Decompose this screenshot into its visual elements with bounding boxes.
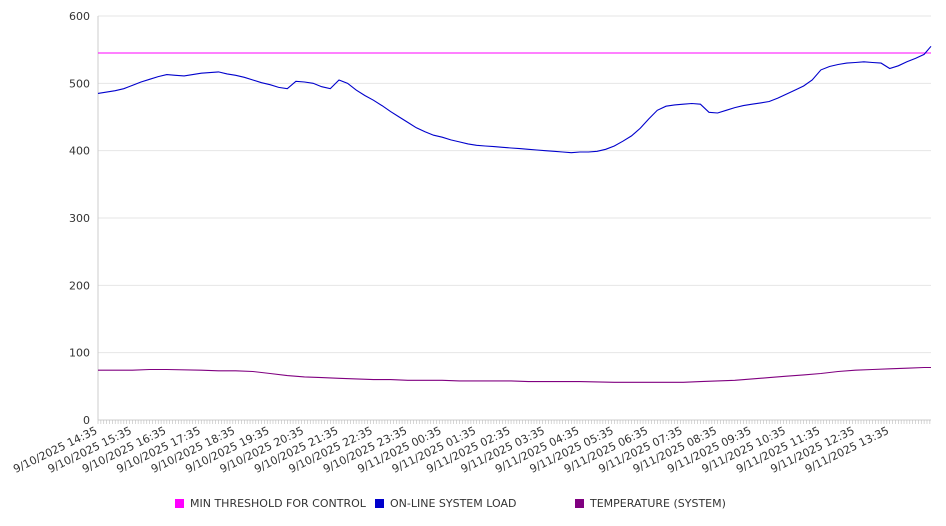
legend-item-system-load: ON-LINE SYSTEM LOAD	[375, 497, 516, 510]
y-tick-labels: 0 100 200 300 400 500 600	[69, 10, 90, 427]
series-line-system-load	[97, 45, 932, 154]
legend-swatch-temperature	[575, 499, 584, 508]
grid-lines	[98, 15, 931, 354]
legend: MIN THRESHOLD FOR CONTROL ON-LINE SYSTEM…	[0, 497, 946, 515]
legend-item-min-threshold: MIN THRESHOLD FOR CONTROL	[175, 497, 366, 510]
y-tick-label: 400	[69, 145, 90, 158]
series-lines	[97, 45, 932, 383]
legend-label-system-load: ON-LINE SYSTEM LOAD	[390, 497, 517, 510]
y-tick-label: 600	[69, 10, 90, 23]
legend-swatch-min-threshold	[175, 499, 184, 508]
legend-item-temperature: TEMPERATURE (SYSTEM)	[575, 497, 726, 510]
y-tick-label: 100	[69, 347, 90, 360]
x-tick-labels: 9/10/2025 14:359/10/2025 15:359/10/2025 …	[11, 424, 891, 476]
y-tick-label: 0	[83, 414, 90, 427]
y-tick-label: 500	[69, 77, 90, 90]
axes	[97, 16, 931, 424]
legend-label-temperature: TEMPERATURE (SYSTEM)	[590, 497, 726, 510]
y-tick-label: 200	[69, 279, 90, 292]
legend-swatch-system-load	[375, 499, 384, 508]
y-tick-label: 300	[69, 212, 90, 225]
series-line-temperature	[98, 366, 931, 383]
legend-label-min-threshold: MIN THRESHOLD FOR CONTROL	[190, 497, 366, 510]
